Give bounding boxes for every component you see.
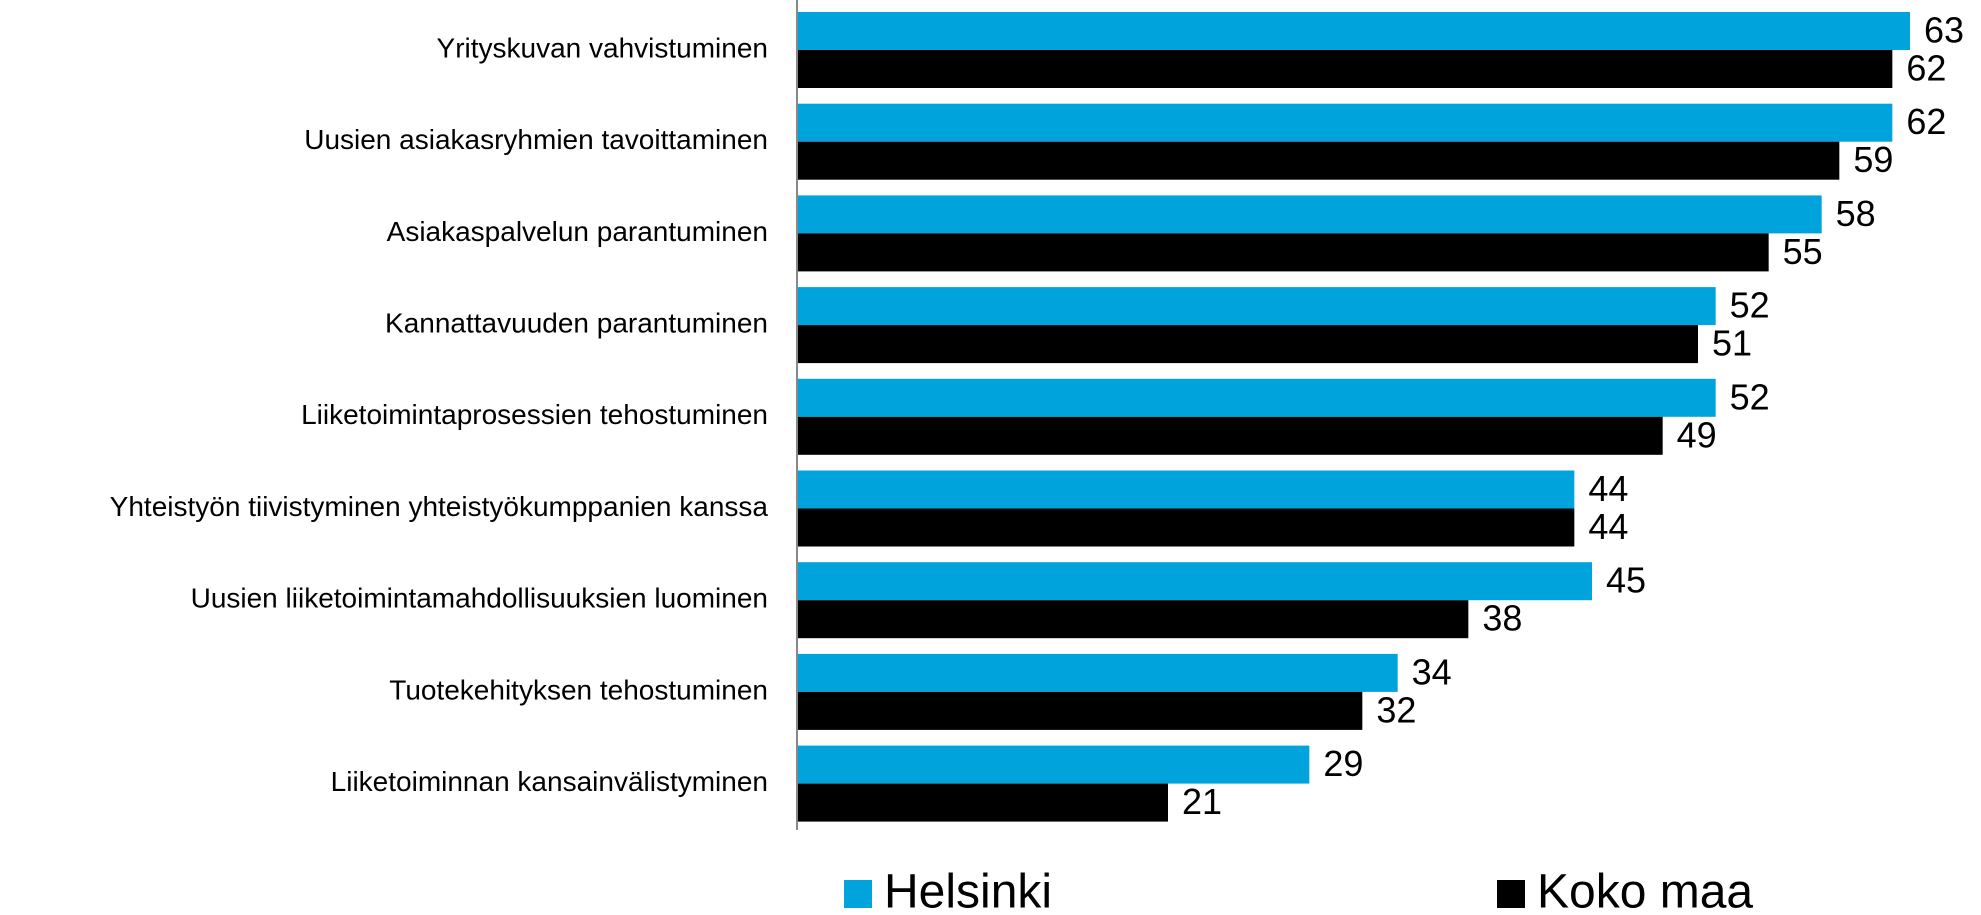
legend-swatch — [1497, 880, 1525, 908]
legend-label: Koko maa — [1537, 866, 1753, 915]
value-label: 44 — [1588, 468, 1628, 509]
value-label: 59 — [1853, 139, 1893, 180]
value-label: 63 — [1924, 10, 1964, 51]
bar — [797, 416, 1663, 455]
value-label: 34 — [1412, 651, 1452, 692]
bar — [797, 141, 1840, 180]
bar — [797, 50, 1893, 88]
category-label: Yrityskuvan vahvistuminen — [437, 32, 768, 63]
bar — [797, 562, 1592, 601]
bar — [797, 233, 1769, 272]
value-label: 58 — [1836, 193, 1876, 234]
bar — [797, 691, 1363, 730]
bar — [797, 378, 1716, 417]
legend-swatch — [844, 880, 872, 908]
bar — [797, 783, 1168, 822]
category-label: Yhteistyön tiivistyminen yhteistyökumppa… — [110, 491, 769, 522]
category-label: Tuotekehityksen tehostuminen — [389, 674, 768, 705]
bar — [797, 325, 1698, 364]
category-label: Asiakaspalvelun parantuminen — [387, 216, 768, 247]
value-label: 55 — [1783, 231, 1823, 272]
bar — [797, 470, 1575, 509]
bar — [797, 600, 1469, 639]
value-label: 51 — [1712, 323, 1752, 364]
value-label: 52 — [1730, 285, 1770, 326]
bar — [797, 508, 1575, 547]
category-label: Uusien liiketoimintamahdollisuuksien luo… — [191, 583, 768, 614]
value-label: 52 — [1730, 376, 1770, 417]
value-label: 49 — [1677, 414, 1717, 455]
bar — [797, 653, 1398, 692]
value-label: 45 — [1606, 560, 1646, 601]
category-label: Liiketoimintaprosessien tehostuminen — [301, 399, 768, 430]
value-label: 32 — [1376, 689, 1416, 730]
value-label: 62 — [1906, 48, 1946, 89]
category-label: Uusien asiakasryhmien tavoittaminen — [304, 124, 768, 155]
value-label: 62 — [1906, 101, 1946, 142]
bar — [797, 195, 1822, 234]
value-label: 29 — [1323, 743, 1363, 784]
value-label: 38 — [1482, 598, 1522, 639]
bar — [797, 745, 1310, 784]
value-label: 44 — [1588, 506, 1628, 547]
legend-label: Helsinki — [884, 866, 1052, 915]
bar — [797, 103, 1893, 142]
value-label: 21 — [1182, 781, 1222, 822]
category-label: Liiketoiminnan kansainvälistyminen — [331, 766, 768, 797]
category-label: Kannattavuuden parantuminen — [385, 307, 768, 338]
bar — [797, 287, 1716, 326]
bar — [797, 12, 1910, 50]
